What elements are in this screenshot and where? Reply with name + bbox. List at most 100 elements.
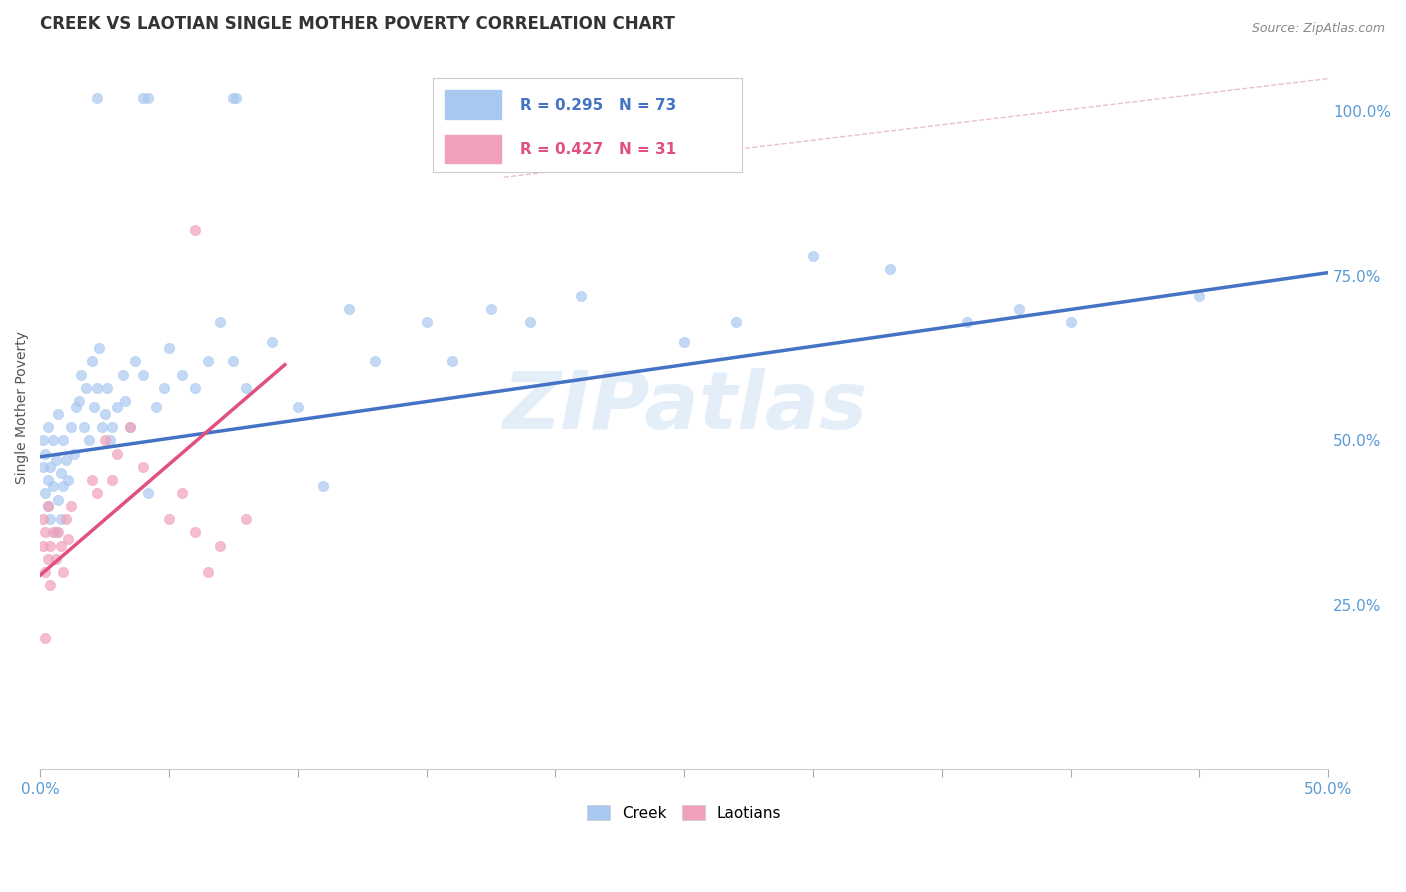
Point [222,354,245,368]
Text: CREEK VS LAOTIAN SINGLE MOTHER POVERTY CORRELATION CHART: CREEK VS LAOTIAN SINGLE MOTHER POVERTY C… [41,15,675,33]
Point [34,525,56,540]
Point [441,354,464,368]
Point [58,473,80,487]
Point [98,434,121,448]
Point [86,91,108,105]
Text: ZIPatlas: ZIPatlas [502,368,866,447]
Point [34,486,56,500]
Point [76,381,98,395]
Point [136,91,159,105]
Point [124,354,146,368]
Point [183,381,205,395]
Point [209,315,232,329]
Point [31,512,53,526]
Point [111,368,134,382]
Point [132,459,155,474]
Point [364,354,387,368]
Point [136,486,159,500]
Point [80,473,103,487]
Point [114,393,136,408]
Point [569,288,592,302]
Text: Source: ZipAtlas.com: Source: ZipAtlas.com [1251,22,1385,36]
Point [39,459,62,474]
Point [235,512,257,526]
Point [170,368,193,382]
Y-axis label: Single Mother Poverty: Single Mother Poverty [15,331,30,484]
Point [105,401,128,415]
Point [235,381,257,395]
Point [58,532,80,546]
Point [120,420,142,434]
Point [673,334,696,349]
Point [801,249,824,263]
Point [956,315,979,329]
Point [39,512,62,526]
Point [55,453,77,467]
Point [34,446,56,460]
Point [157,341,180,355]
Point [91,420,114,434]
Point [37,420,59,434]
Point [86,486,108,500]
Point [101,420,124,434]
Point [479,301,502,316]
Point [197,565,219,579]
Point [46,492,69,507]
Point [31,459,53,474]
Point [31,539,53,553]
Point [93,434,115,448]
Point [45,453,67,467]
Point [209,539,232,553]
Point [225,91,247,105]
Point [34,565,56,579]
Point [415,315,437,329]
Legend: Creek, Laotians: Creek, Laotians [581,798,787,827]
Point [86,381,108,395]
Point [145,401,167,415]
Point [34,631,56,645]
Point [93,407,115,421]
Point [67,393,90,408]
Point [70,368,93,382]
Point [62,446,84,460]
Point [1008,301,1031,316]
Point [83,401,105,415]
Point [96,381,118,395]
Point [45,551,67,566]
Point [77,434,100,448]
Point [73,420,96,434]
Point [65,401,87,415]
Point [37,551,59,566]
Point [39,578,62,592]
Point [46,525,69,540]
Point [519,315,541,329]
Point [80,354,103,368]
Point [260,334,283,349]
Point [46,407,69,421]
Point [724,315,747,329]
Point [222,91,245,105]
Point [45,525,67,540]
Point [52,479,75,493]
Point [1059,315,1081,329]
Point [60,420,83,434]
Point [37,473,59,487]
Point [105,446,128,460]
Point [89,341,111,355]
Point [49,539,72,553]
Point [37,499,59,513]
Point [132,368,155,382]
Point [197,354,219,368]
Point [337,301,360,316]
Point [152,381,174,395]
Point [312,479,335,493]
Point [287,401,309,415]
Point [49,512,72,526]
Point [42,434,65,448]
Point [1188,288,1211,302]
Point [183,525,205,540]
Point [157,512,180,526]
Point [55,512,77,526]
Point [132,91,155,105]
Point [49,467,72,481]
